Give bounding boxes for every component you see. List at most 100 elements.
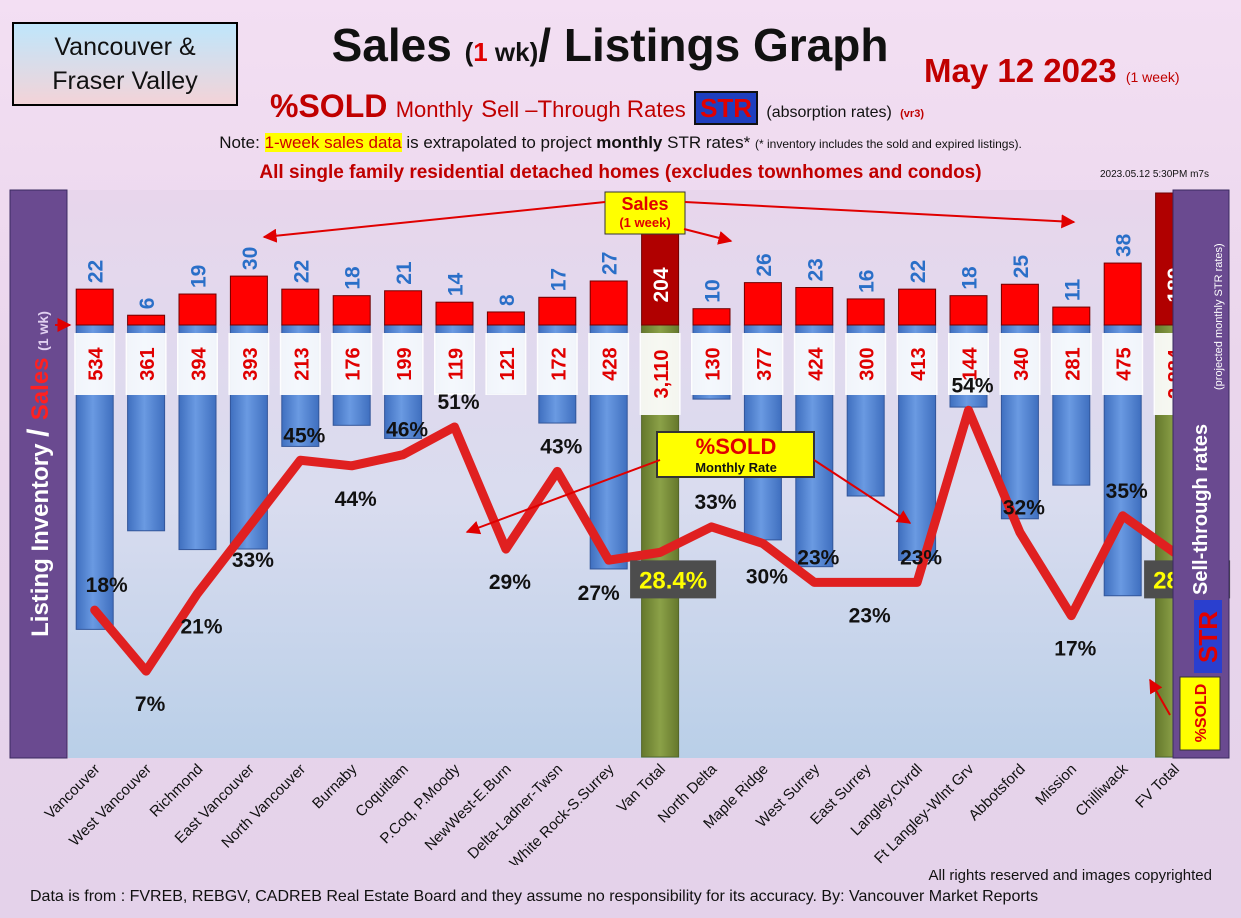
sales-bar bbox=[127, 314, 166, 326]
listing-label-box bbox=[279, 333, 321, 395]
sales-value-label: 11 bbox=[1061, 279, 1084, 302]
listing-label-box bbox=[999, 333, 1041, 395]
note-bold: monthly bbox=[596, 133, 663, 152]
listing-label-box bbox=[1102, 333, 1144, 395]
subtitle-dash: – bbox=[519, 97, 538, 122]
str-percent-label: 44% bbox=[335, 488, 377, 511]
sales-arrow bbox=[683, 228, 733, 245]
timestamp: 2023.05.12 5:30PM m7s bbox=[1100, 169, 1209, 180]
sales-value-label: 19 bbox=[188, 265, 211, 288]
subtitle-ates: ates bbox=[644, 97, 686, 122]
right-axis-str-box bbox=[1194, 600, 1222, 673]
title-paren-num: 1 bbox=[473, 37, 488, 67]
sales-value-label: 22 bbox=[907, 260, 930, 283]
category-label: Burnaby bbox=[309, 760, 361, 812]
listing-label-box bbox=[691, 333, 732, 395]
sales-bar bbox=[435, 301, 474, 326]
subtitle-monthly: Monthly bbox=[395, 97, 473, 122]
scope-line: All single family residential detached h… bbox=[259, 162, 982, 183]
note-small: (* inventory includes the sold and expir… bbox=[755, 137, 1022, 151]
str-percent-label: 23% bbox=[797, 546, 839, 569]
listing-label-box bbox=[948, 333, 989, 395]
sales-bar bbox=[898, 288, 937, 326]
sales-bar bbox=[1000, 283, 1039, 326]
sales-value-label: 38 bbox=[1113, 233, 1136, 257]
sales-value-label: 10 bbox=[702, 279, 725, 302]
sold-callout-title: %SOLD bbox=[696, 434, 777, 459]
str-percent-label: 23% bbox=[849, 604, 891, 627]
str-total-label: 28.4% bbox=[639, 567, 707, 594]
listing-value-label: 213 bbox=[291, 347, 313, 380]
sales-value-label: 30 bbox=[239, 247, 262, 270]
left-axis-slash: / bbox=[22, 420, 55, 437]
str-percent-label: 17% bbox=[1054, 638, 1096, 661]
note-line: Note: 1-week sales data is extrapolated … bbox=[0, 133, 1241, 153]
str-percent-label: 23% bbox=[900, 546, 942, 569]
listing-label-box bbox=[74, 333, 116, 395]
sales-callout-box bbox=[604, 191, 686, 235]
sales-arrow bbox=[684, 201, 1076, 229]
category-label: Chilliwack bbox=[1072, 760, 1132, 820]
sales-bar bbox=[795, 287, 834, 326]
sales-bar bbox=[538, 296, 577, 326]
left-axis-wk: (1 wk) bbox=[35, 311, 51, 351]
corner-arrow bbox=[1149, 678, 1171, 716]
sold-callout-box bbox=[656, 431, 815, 478]
sales-bar bbox=[949, 295, 988, 326]
report-date: May 12 2023 (1 week) bbox=[924, 52, 1224, 90]
category-label: NewWest-E.Burn bbox=[422, 761, 515, 854]
sales-bar bbox=[846, 298, 885, 326]
listing-label-box bbox=[434, 333, 475, 395]
str-percent-label: 33% bbox=[694, 491, 736, 514]
title-listings: / Listings Graph bbox=[538, 19, 889, 71]
region-line2: Fraser Valley bbox=[52, 67, 198, 95]
title-sales: Sales bbox=[331, 19, 452, 71]
str-percent-label: 51% bbox=[437, 391, 479, 414]
listing-label-box bbox=[588, 333, 630, 395]
corner-sold-box bbox=[1179, 676, 1221, 751]
listing-value-label: 130 bbox=[703, 347, 725, 380]
str-percent-label: 29% bbox=[489, 571, 531, 594]
listing-label-box bbox=[845, 333, 887, 395]
date-main: May 12 2023 bbox=[924, 52, 1117, 89]
sales-bar bbox=[486, 311, 525, 326]
str-percent-label: 27% bbox=[578, 582, 620, 605]
listing-value-label: 428 bbox=[600, 347, 622, 380]
str-line bbox=[90, 405, 1179, 676]
note-suffix: STR rates* bbox=[667, 133, 751, 152]
sales-value-label: 26 bbox=[753, 253, 776, 276]
str-percent-label: 32% bbox=[1003, 496, 1045, 519]
listing-label-box bbox=[382, 333, 424, 395]
category-label: FV Total bbox=[1132, 761, 1183, 812]
str-percent-label: 30% bbox=[746, 566, 788, 589]
listing-value-label: 172 bbox=[548, 347, 570, 380]
category-label: Mission bbox=[1032, 761, 1080, 809]
sales-arrow bbox=[262, 201, 606, 243]
listing-label-box bbox=[177, 333, 218, 395]
left-axis-main: Listing Inventory bbox=[27, 437, 54, 637]
subtitle-r: R bbox=[626, 96, 645, 123]
listing-value-label: 281 bbox=[1062, 347, 1084, 380]
footer-rights: All rights reserved and images copyright… bbox=[928, 867, 1212, 884]
sales-value-label: 18 bbox=[959, 266, 982, 290]
listing-value-label: 3,110 bbox=[651, 350, 673, 399]
listing-value-label: 424 bbox=[805, 346, 827, 380]
listing-value-label: 119 bbox=[446, 348, 468, 380]
listing-label-box bbox=[228, 333, 270, 395]
right-axis-subtitle: (projected monthly STR rates) bbox=[1213, 243, 1225, 390]
listing-value-label: 300 bbox=[857, 347, 879, 380]
subtitle-absorption: (absorption rates) bbox=[766, 104, 892, 121]
sales-value-label: 22 bbox=[290, 260, 313, 283]
date-note: (1 week) bbox=[1125, 69, 1180, 85]
left-axis-panel bbox=[9, 189, 68, 759]
footer-source: Data is from : FVREB, REBGV, CADREB Real… bbox=[30, 888, 1039, 905]
listing-value-label: 199 bbox=[394, 347, 416, 380]
category-label: Ft Langley-Wlnt Grv bbox=[871, 760, 978, 865]
listing-value-label: 413 bbox=[908, 347, 930, 380]
listing-label-box bbox=[793, 333, 835, 395]
subtitle-version: (vr3) bbox=[900, 108, 924, 120]
listing-label-box bbox=[639, 333, 681, 415]
sales-bar bbox=[589, 280, 628, 326]
sales-bar bbox=[75, 288, 114, 326]
sales-value-label: 22 bbox=[85, 260, 108, 283]
